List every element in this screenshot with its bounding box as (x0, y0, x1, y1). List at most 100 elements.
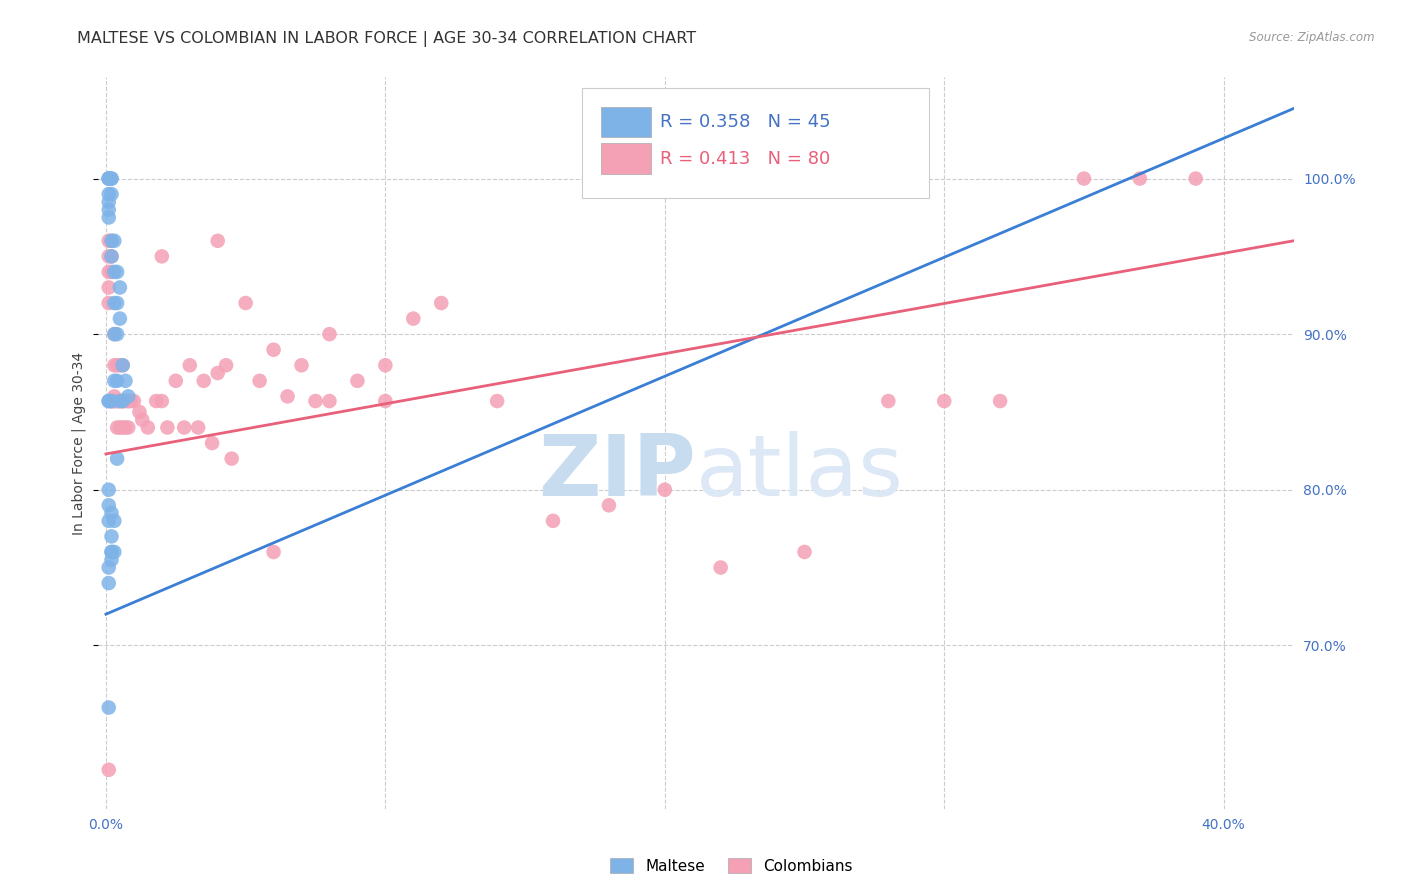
Point (318, 327, 340, 342)
Point (430, 296, 453, 310)
Y-axis label: In Labor Force | Age 30-34: In Labor Force | Age 30-34 (72, 351, 86, 534)
Point (100, 234, 122, 248)
Point (97, 394, 120, 409)
Point (108, 358, 131, 372)
Point (165, 374, 187, 388)
Point (111, 420, 134, 434)
Point (105, 358, 128, 372)
Point (150, 394, 173, 409)
Point (187, 420, 209, 434)
FancyBboxPatch shape (582, 88, 929, 198)
Point (103, 327, 125, 342)
Point (221, 451, 243, 466)
Point (541, 514, 564, 528)
Point (97, 187, 120, 202)
Point (100, 171, 122, 186)
Point (105, 420, 128, 434)
Point (105, 394, 128, 409)
Point (111, 394, 134, 409)
Point (100, 394, 122, 409)
Point (877, 394, 900, 409)
Text: R = 0.413   N = 80: R = 0.413 N = 80 (659, 150, 830, 168)
Point (486, 394, 509, 409)
Point (374, 358, 396, 372)
Point (97, 498, 120, 512)
Point (179, 358, 201, 372)
Text: Source: ZipAtlas.com: Source: ZipAtlas.com (1250, 31, 1375, 45)
Point (117, 394, 139, 409)
Text: atlas: atlas (696, 431, 904, 514)
Point (1240, 856, 1263, 871)
Point (105, 327, 128, 342)
Point (201, 436, 224, 450)
Point (97, 280, 120, 294)
Point (108, 420, 131, 434)
Point (108, 311, 131, 326)
Point (100, 171, 122, 186)
Point (173, 420, 195, 434)
Point (793, 545, 815, 559)
Text: ZIP: ZIP (537, 431, 696, 514)
Point (100, 394, 122, 409)
Point (103, 296, 125, 310)
Point (120, 394, 142, 409)
Point (128, 405, 150, 419)
Point (103, 545, 125, 559)
Point (346, 374, 368, 388)
Point (193, 374, 215, 388)
Point (97, 202, 120, 217)
Point (100, 249, 122, 263)
Point (318, 394, 340, 409)
Point (122, 394, 145, 409)
Point (145, 394, 167, 409)
Point (100, 265, 122, 279)
Point (100, 506, 122, 520)
Point (277, 389, 299, 403)
Point (114, 394, 136, 409)
Point (263, 343, 285, 357)
Point (108, 394, 131, 409)
Point (100, 545, 122, 559)
Point (100, 394, 122, 409)
Point (100, 529, 122, 543)
Point (131, 413, 153, 427)
Point (97, 394, 120, 409)
Point (215, 358, 238, 372)
Point (103, 265, 125, 279)
Point (103, 234, 125, 248)
Point (108, 394, 131, 409)
Point (263, 545, 285, 559)
Point (934, 394, 956, 409)
Point (105, 394, 128, 409)
Point (103, 514, 125, 528)
Point (117, 394, 139, 409)
Point (710, 560, 733, 574)
Point (97, 483, 120, 497)
Point (114, 420, 136, 434)
Point (598, 498, 620, 512)
Point (156, 420, 179, 434)
FancyBboxPatch shape (600, 144, 651, 174)
FancyBboxPatch shape (600, 107, 651, 137)
Point (108, 280, 131, 294)
Point (105, 374, 128, 388)
Point (97, 514, 120, 528)
Point (105, 265, 128, 279)
Point (111, 394, 134, 409)
Point (97, 234, 120, 248)
Point (249, 374, 271, 388)
Point (103, 394, 125, 409)
Point (105, 451, 128, 466)
Point (97, 576, 120, 591)
Point (97, 211, 120, 225)
Point (97, 249, 120, 263)
Point (100, 394, 122, 409)
Point (150, 249, 173, 263)
Point (97, 265, 120, 279)
Point (103, 394, 125, 409)
Point (100, 249, 122, 263)
Point (103, 389, 125, 403)
Point (111, 358, 134, 372)
Point (103, 327, 125, 342)
Point (97, 171, 120, 186)
